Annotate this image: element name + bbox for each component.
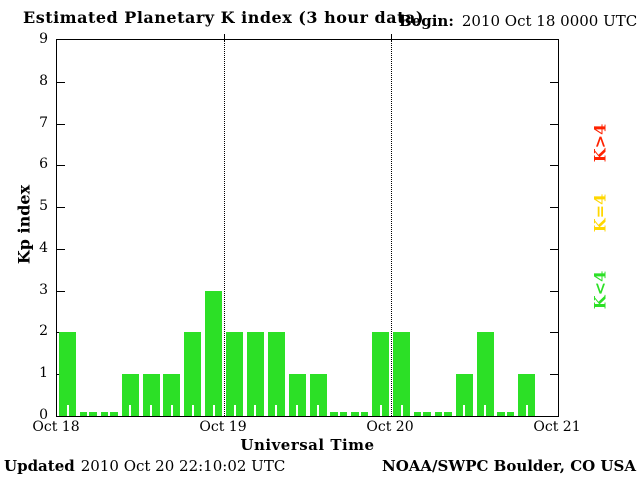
- x-tick-label: Oct 21: [533, 419, 581, 435]
- bar-center-tick: [463, 405, 466, 416]
- y-tick-left: [57, 165, 65, 166]
- y-tick-label: 3: [39, 282, 48, 298]
- bar-center-tick: [525, 405, 528, 416]
- y-tick-left: [57, 82, 65, 83]
- kp-bar: [59, 332, 76, 416]
- y-tick-left: [57, 207, 65, 208]
- kp-bar: [267, 332, 285, 416]
- y-tick-right: [550, 249, 558, 250]
- kp-bar: [372, 332, 390, 416]
- bar-center-tick: [191, 405, 194, 416]
- y-tick-right: [550, 165, 558, 166]
- legend-label: K=4: [590, 193, 610, 233]
- kp-bar: [351, 405, 369, 416]
- legend-label: K<4: [590, 270, 610, 310]
- kp-bar: [79, 405, 97, 416]
- bar-center-tick: [400, 405, 403, 416]
- y-tick-right: [550, 291, 558, 292]
- kp-bar: [476, 332, 494, 416]
- y-tick-label: 5: [39, 198, 48, 214]
- begin-label: Begin:: [399, 12, 454, 30]
- kp-bar: [100, 405, 118, 416]
- bar-center-tick: [484, 405, 486, 416]
- bar-center-tick: [296, 405, 299, 416]
- updated-text: Updated 2010 Oct 20 22:10:02 UTC: [4, 457, 285, 475]
- kp-bar: [184, 332, 202, 416]
- y-tick-label: 2: [39, 323, 48, 339]
- y-tick-label: 9: [39, 31, 48, 47]
- y-tick-right: [550, 374, 558, 375]
- bar-center-tick: [108, 405, 111, 416]
- y-tick-right: [550, 82, 558, 83]
- bar-center-tick: [212, 405, 215, 416]
- y-tick-label: 6: [39, 156, 48, 172]
- kp-bar: [246, 332, 264, 416]
- kp-bar: [288, 374, 306, 416]
- chart-title: Estimated Planetary K index (3 hour data…: [23, 8, 424, 27]
- bar-center-tick: [87, 405, 90, 416]
- updated-value: 2010 Oct 20 22:10:02 UTC: [80, 457, 286, 475]
- y-tick-left: [57, 124, 65, 125]
- kp-bar: [142, 374, 160, 416]
- plot-area: [56, 34, 559, 417]
- y-tick-right: [550, 124, 558, 125]
- y-tick-label: 1: [39, 365, 48, 381]
- bar-center-tick: [170, 405, 173, 416]
- bar-center-tick: [275, 405, 278, 416]
- day-boundary-gridline: [224, 40, 225, 416]
- x-tick-label: Oct 20: [366, 419, 414, 435]
- bar-center-tick: [379, 405, 382, 416]
- day-tick-top: [224, 34, 225, 40]
- y-tick-label: 7: [39, 115, 48, 131]
- y-tick-label: 4: [39, 240, 48, 256]
- kp-bar: [455, 374, 473, 416]
- bar-center-tick: [337, 405, 340, 416]
- bar-center-tick: [442, 405, 445, 416]
- day-tick-top: [391, 34, 392, 40]
- day-boundary-gridline: [391, 40, 392, 416]
- kp-bar: [163, 374, 181, 416]
- kp-bar: [518, 374, 536, 416]
- legend-label: K>4: [590, 123, 610, 163]
- kp-bar: [434, 405, 452, 416]
- y-tick-right: [550, 207, 558, 208]
- y-tick-left: [57, 291, 65, 292]
- bar-center-tick: [317, 405, 319, 416]
- bar-center-tick: [66, 405, 69, 416]
- kp-bar: [497, 405, 515, 416]
- y-tick-label: 8: [39, 73, 48, 89]
- kp-bar: [121, 374, 139, 416]
- bar-center-tick: [233, 405, 236, 416]
- kp-bar: [413, 405, 431, 416]
- x-axis-title: Universal Time: [240, 436, 375, 454]
- bar-center-tick: [421, 405, 424, 416]
- x-tick-label: Oct 19: [199, 419, 247, 435]
- kp-bar: [226, 332, 243, 416]
- bar-center-tick: [129, 405, 132, 416]
- y-tick-label: 0: [39, 407, 48, 423]
- x-tick-label: Oct 18: [32, 419, 80, 435]
- updated-label: Updated: [4, 457, 75, 475]
- bar-center-tick: [254, 405, 257, 416]
- y-tick-left: [57, 249, 65, 250]
- kp-bar: [330, 405, 348, 416]
- kp-bar: [393, 332, 410, 416]
- bar-center-tick: [358, 405, 361, 416]
- kp-bar: [205, 291, 223, 416]
- y-tick-right: [550, 332, 558, 333]
- kp-bar: [309, 374, 327, 416]
- credit-text: NOAA/SWPC Boulder, CO USA: [381, 457, 636, 475]
- begin-annotation: Begin: 2010 Oct 18 0000 UTC: [399, 12, 637, 30]
- bar-center-tick: [504, 405, 507, 416]
- bar-center-tick: [150, 405, 152, 416]
- begin-value: 2010 Oct 18 0000 UTC: [461, 12, 638, 30]
